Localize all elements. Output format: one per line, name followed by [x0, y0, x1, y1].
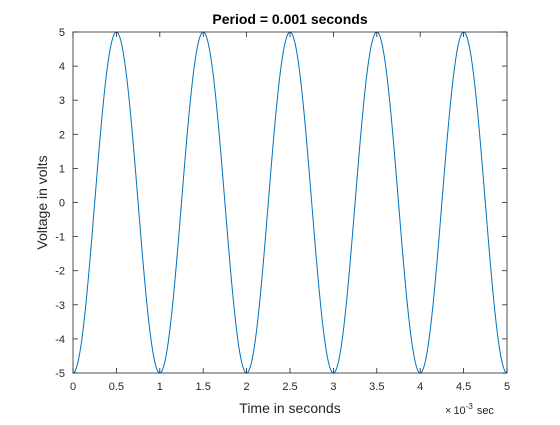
y-tick-label: 5	[59, 27, 65, 39]
x-tick-label: 3.5	[369, 381, 384, 393]
x-tick-label: 2.5	[282, 381, 297, 393]
y-tick-label: 4	[59, 61, 65, 73]
y-tick-label: -4	[55, 334, 65, 346]
y-axis-label: Voltage in volts	[34, 155, 50, 249]
x-tick-label: 5	[504, 381, 510, 393]
chart-title: Period = 0.001 seconds	[212, 11, 367, 27]
y-tick-label: 2	[59, 129, 65, 141]
x-axis-label: Time in seconds	[239, 400, 340, 416]
x-tick-label: 0	[70, 381, 76, 393]
x-tick-label: 0.5	[109, 381, 124, 393]
y-tick-label: -2	[55, 266, 65, 278]
y-tick-label: 3	[59, 95, 65, 107]
x-tick-label: 3	[330, 381, 336, 393]
y-tick-label: 1	[59, 163, 65, 175]
x-tick-label: 2	[244, 381, 250, 393]
exp-times: ×	[445, 405, 451, 417]
x-tick-label: 1.5	[196, 381, 211, 393]
exp-unit: sec	[477, 405, 495, 417]
exp-power: -3	[466, 402, 474, 411]
y-tick-label: -3	[55, 300, 65, 312]
exp-base: 10	[453, 405, 465, 417]
y-tick-label: 0	[59, 198, 65, 210]
y-tick-label: -5	[55, 368, 65, 380]
x-tick-label: 4.5	[456, 381, 471, 393]
x-tick-label: 4	[417, 381, 423, 393]
y-tick-label: -1	[55, 232, 65, 244]
x-tick-label: 1	[157, 381, 163, 393]
